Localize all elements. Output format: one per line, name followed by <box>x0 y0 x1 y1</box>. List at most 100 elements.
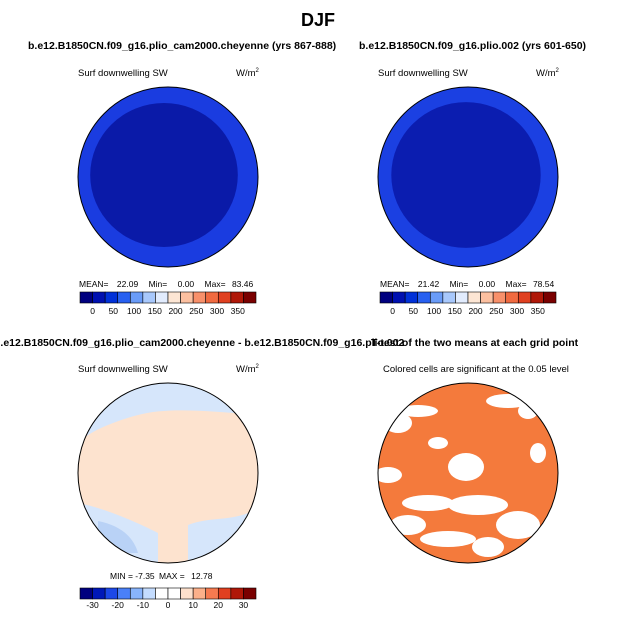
colorbar-swatch <box>117 587 131 600</box>
colorbar-tick-label: 20 <box>213 600 224 610</box>
panel-2-variable-label: Surf downwelling SW <box>378 68 468 79</box>
non-significant-region <box>378 467 402 483</box>
panel-2-map-fill <box>378 87 558 267</box>
colorbar-tick-label: -10 <box>136 600 149 610</box>
colorbar-tick-label: 200 <box>168 306 183 316</box>
colorbar-swatch <box>467 291 481 304</box>
panel-3-map-group <box>77 382 259 564</box>
panel-1-colorbar <box>79 291 257 304</box>
colorbar-swatch <box>205 587 219 600</box>
panel-3-colorbar-ticks: -30 -20 -10 0 10 20 30 <box>0 600 636 612</box>
panel-1-colorbar-ticks: 0 50 100 150 200 250 300 350 <box>0 306 636 318</box>
panel-2-units: W/m2 <box>536 68 559 80</box>
panel-1-map-fill <box>78 87 258 267</box>
colorbar-swatch <box>217 587 232 600</box>
colorbar-tick-label: 350 <box>230 306 245 316</box>
non-significant-region <box>428 437 448 449</box>
panel-4-title: T-test of the two means at each grid poi… <box>371 337 579 349</box>
field-inner <box>90 103 238 247</box>
colorbar-tick-label: 250 <box>189 306 204 316</box>
colorbar-swatch <box>530 291 544 304</box>
colorbar-tick-label: 50 <box>408 306 419 316</box>
panel-1-map-group <box>77 86 259 268</box>
colorbar-swatch <box>117 291 131 304</box>
colorbar-swatch <box>142 587 156 600</box>
colorbar-swatch <box>167 291 181 304</box>
colorbar-tick-label: 10 <box>188 600 198 610</box>
colorbar-swatch <box>243 587 257 600</box>
colorbar-swatch <box>417 291 431 304</box>
colorbar-swatch <box>230 587 244 600</box>
non-significant-region <box>390 515 426 535</box>
colorbar-tick-label: 0 <box>165 600 171 610</box>
panel-3-map-fill <box>78 383 258 563</box>
colorbar-swatch <box>92 291 106 304</box>
colorbar-tick-label: 0 <box>90 306 95 316</box>
colorbar-swatch <box>217 291 232 304</box>
colorbar-tick-label: 300 <box>209 306 225 316</box>
colorbar-swatch <box>429 291 444 304</box>
colorbar-swatch <box>79 587 93 600</box>
page-title: DJF <box>300 10 335 30</box>
colorbar-swatch <box>192 587 207 600</box>
colorbar-swatch <box>155 291 169 304</box>
colorbar-swatch <box>142 291 156 304</box>
panel-2-stats: MEAN= 21.42 Min= 0.00 Max= 78.54 <box>380 279 555 289</box>
colorbar-swatch <box>205 291 219 304</box>
panel-2-title: b.e12.B1850CN.f09_g16.plio.002 (yrs 601-… <box>359 40 587 52</box>
colorbar-swatch <box>129 291 144 304</box>
colorbar-tick-label: 100 <box>126 306 142 316</box>
panel-4-map-fill <box>378 383 558 563</box>
panel-1-stats: MEAN= 22.09 Min= 0.00 Max= 83.46 <box>79 279 254 289</box>
non-significant-region <box>448 495 508 515</box>
colorbar-swatch <box>129 587 144 600</box>
colorbar-swatch <box>79 291 93 304</box>
colorbar-tick-label: 100 <box>426 306 442 316</box>
colorbar-swatch <box>517 291 532 304</box>
panel-3-units: W/m2 <box>236 364 259 376</box>
non-significant-region <box>448 453 484 481</box>
colorbar-tick-label: 250 <box>489 306 504 316</box>
non-significant-region <box>496 511 540 539</box>
colorbar-tick-label: 150 <box>447 306 462 316</box>
colorbar-tick-label: 30 <box>238 600 249 610</box>
field-inner <box>391 102 541 248</box>
colorbar-swatch <box>104 291 119 304</box>
panel-2-map-border <box>377 86 559 268</box>
non-significant-region <box>530 443 546 463</box>
colorbar-swatch <box>155 587 169 600</box>
panel-2-colorbar-ticks: 0 50 100 150 200 250 300 350 <box>0 306 636 318</box>
colorbar-swatch <box>442 291 456 304</box>
colorbar-swatch <box>104 587 119 600</box>
colorbar-tick-label: 200 <box>468 306 483 316</box>
non-significant-region <box>398 405 438 417</box>
colorbar-swatch <box>243 291 257 304</box>
non-significant-region <box>472 537 504 557</box>
panel-3-stats: MIN = -7.35 MAX = 12.78 <box>110 571 213 581</box>
colorbar-swatch <box>379 291 393 304</box>
panel-3-title: b.e12.B1850CN.f09_g16.plio_cam2000.cheye… <box>0 337 405 349</box>
colorbar-swatch <box>167 587 181 600</box>
colorbar-swatch <box>505 291 519 304</box>
colorbar-tick-label: 350 <box>530 306 545 316</box>
panel-1-units: W/m2 <box>236 68 259 80</box>
non-significant-region <box>420 531 476 547</box>
colorbar-swatch <box>192 291 207 304</box>
colorbar-swatch <box>480 291 494 304</box>
colorbar-swatch <box>230 291 244 304</box>
colorbar-swatch <box>455 291 469 304</box>
panel-3-variable-label: Surf downwelling SW <box>78 364 168 375</box>
panel-4-map-group <box>377 382 559 564</box>
colorbar-swatch <box>392 291 406 304</box>
diff-negative-region <box>78 383 258 443</box>
colorbar-swatch <box>180 587 194 600</box>
colorbar-swatch <box>180 291 194 304</box>
panel-2-map-group <box>377 86 559 268</box>
panel-1-map-border <box>77 86 259 268</box>
panel-2-colorbar <box>379 291 557 304</box>
colorbar-tick-label: 0 <box>390 306 395 316</box>
colorbar-swatch <box>543 291 557 304</box>
colorbar-tick-label: -30 <box>86 600 99 610</box>
panel-4-map-border <box>377 382 559 564</box>
